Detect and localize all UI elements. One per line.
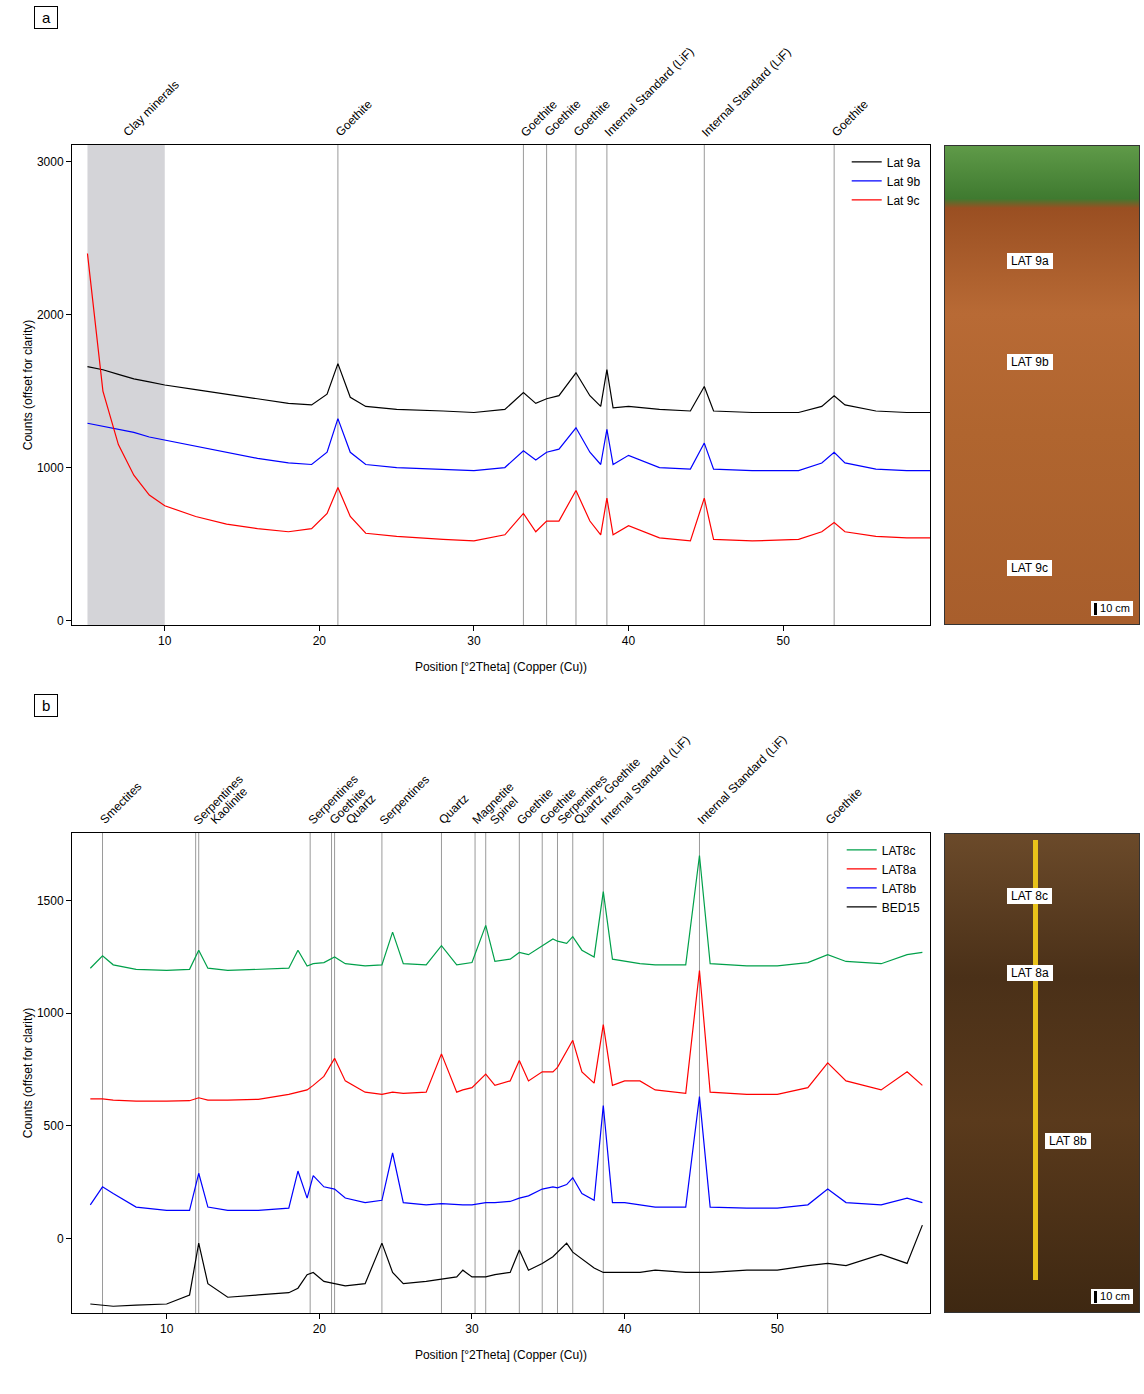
svg-text:10: 10: [160, 1322, 174, 1336]
svg-text:30: 30: [465, 1322, 479, 1336]
svg-text:40: 40: [622, 634, 636, 648]
svg-text:0: 0: [57, 614, 64, 628]
svg-text:Serpentines: Serpentines: [191, 772, 246, 827]
svg-text:Serpentines: Serpentines: [555, 772, 610, 827]
svg-text:Position [°2Theta] (Copper (Cu: Position [°2Theta] (Copper (Cu)): [415, 660, 587, 674]
svg-text:Goethite: Goethite: [823, 785, 865, 827]
svg-text:Internal Standard (LiF): Internal Standard (LiF): [695, 732, 790, 827]
svg-text:2000: 2000: [37, 308, 64, 322]
svg-text:Position [°2Theta] (Copper (Cu: Position [°2Theta] (Copper (Cu)): [415, 1348, 587, 1362]
html-text:a: a: [42, 9, 51, 26]
svg-text:Clay minerals: Clay minerals: [121, 78, 182, 139]
svg-text:10: 10: [158, 634, 172, 648]
svg-text:Internal Standard (LiF): Internal Standard (LiF): [699, 45, 794, 140]
svg-text:Lat 9a: Lat 9a: [887, 156, 921, 170]
svg-text:Goethite: Goethite: [514, 785, 556, 827]
svg-text:Magnetite: Magnetite: [469, 779, 516, 826]
html-text:LAT 8b: LAT 8b: [1049, 1134, 1087, 1149]
svg-text:Internal Standard (LiF): Internal Standard (LiF): [598, 733, 693, 828]
svg-text:Goethite: Goethite: [537, 785, 579, 827]
html-text:LAT 9c: LAT 9c: [1011, 561, 1048, 576]
svg-text:Quartz: Quartz: [343, 791, 378, 826]
svg-text:Goethite: Goethite: [571, 97, 613, 139]
svg-text:1000: 1000: [37, 1006, 64, 1020]
svg-text:LAT8a: LAT8a: [882, 863, 917, 877]
svg-text:Quartz, Goethite: Quartz, Goethite: [571, 755, 643, 827]
html-text:10 cm: 10 cm: [1100, 601, 1130, 614]
svg-text:Internal Standard (LiF): Internal Standard (LiF): [602, 45, 697, 140]
html-text:LAT 8a: LAT 8a: [1011, 966, 1049, 981]
svg-text:Counts (offset for clarity): Counts (offset for clarity): [21, 1008, 35, 1139]
svg-text:20: 20: [313, 1322, 327, 1336]
svg-text:30: 30: [467, 634, 481, 648]
svg-text:Quartz: Quartz: [436, 791, 471, 826]
svg-text:0: 0: [57, 1232, 64, 1246]
svg-text:Kaolinite: Kaolinite: [208, 784, 251, 827]
svg-text:Goethite: Goethite: [542, 97, 584, 139]
svg-text:Spinel: Spinel: [487, 794, 520, 827]
html-text:LAT 8c: LAT 8c: [1011, 889, 1048, 904]
svg-text:500: 500: [44, 1119, 64, 1133]
svg-text:BED15: BED15: [882, 901, 920, 915]
svg-text:3000: 3000: [37, 155, 64, 169]
html-text:LAT 9a: LAT 9a: [1011, 254, 1049, 269]
svg-text:Lat 9c: Lat 9c: [887, 194, 920, 208]
svg-text:1000: 1000: [37, 461, 64, 475]
svg-text:LAT8b: LAT8b: [882, 882, 917, 896]
svg-text:Counts (offset for clarity): Counts (offset for clarity): [21, 320, 35, 451]
svg-text:Goethite: Goethite: [829, 97, 871, 139]
svg-text:50: 50: [771, 1322, 785, 1336]
svg-text:LAT8c: LAT8c: [882, 844, 916, 858]
svg-text:Goethite: Goethite: [327, 785, 369, 827]
svg-text:20: 20: [313, 634, 327, 648]
svg-text:Goethite: Goethite: [333, 97, 375, 139]
html-text:LAT 9b: LAT 9b: [1011, 355, 1049, 369]
html-text:b: b: [42, 697, 51, 714]
svg-text:40: 40: [618, 1322, 632, 1336]
svg-text:Lat 9b: Lat 9b: [887, 175, 921, 189]
svg-text:Serpentines: Serpentines: [306, 772, 361, 827]
svg-text:Serpentines: Serpentines: [377, 773, 432, 828]
html-text:10 cm: 10 cm: [1100, 1289, 1130, 1302]
svg-text:1500: 1500: [37, 894, 64, 908]
svg-text:Goethite: Goethite: [518, 97, 560, 139]
svg-text:50: 50: [776, 634, 790, 648]
svg-text:Smectites: Smectites: [97, 779, 144, 826]
